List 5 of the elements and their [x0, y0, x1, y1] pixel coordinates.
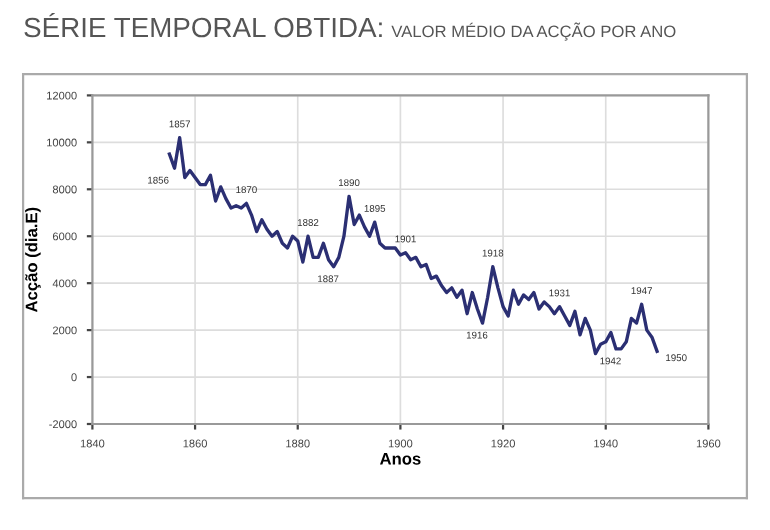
- chart-subtitle: VALOR MÉDIO DA ACÇÃO POR ANO: [391, 22, 676, 41]
- y-axis-title: Acção (dia.E): [25, 207, 41, 313]
- x-axis-title: Anos: [379, 453, 421, 465]
- chart-title: SÉRIE TEMPORAL OBTIDA:: [24, 13, 382, 38]
- line-series: [167, 135, 659, 356]
